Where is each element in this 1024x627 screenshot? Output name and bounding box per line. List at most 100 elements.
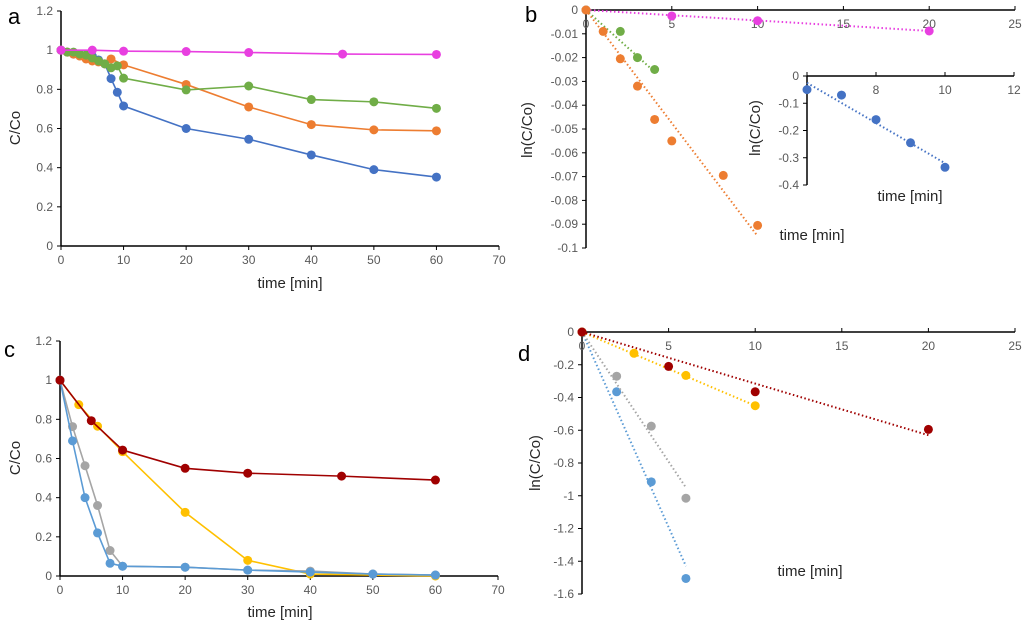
y-tick-label: -0.3 [778, 151, 799, 165]
series-3 [56, 45, 441, 59]
data-point [244, 48, 254, 58]
data-point [306, 150, 316, 160]
x-tick-label: 10 [938, 83, 952, 97]
y-axis-title: C/Co [7, 111, 24, 145]
y-tick-label: -0.6 [553, 423, 574, 437]
panel-label: a [8, 4, 21, 29]
x-tick-label: 10 [116, 583, 130, 597]
x-tick-label: 20 [178, 583, 192, 597]
y-tick-label: -0.08 [551, 193, 579, 207]
data-point [612, 387, 622, 397]
y-tick-label: 0.2 [36, 200, 53, 214]
trendline [585, 9, 930, 32]
data-point [80, 493, 90, 503]
y-tick-label: -0.06 [551, 146, 579, 160]
data-point [650, 114, 660, 124]
x-tick-label: 15 [835, 339, 849, 353]
x-tick-label: 70 [491, 583, 505, 597]
data-point [369, 97, 379, 107]
data-point [581, 5, 591, 15]
trendline [585, 9, 656, 73]
x-tick-label: 0 [57, 583, 64, 597]
y-tick-label: -0.02 [551, 51, 579, 65]
y-tick-label: 0 [571, 3, 578, 17]
data-point [802, 85, 812, 95]
data-point [667, 136, 677, 146]
data-point [632, 81, 642, 91]
data-point [431, 49, 441, 59]
data-point [924, 26, 934, 36]
y-tick-label: 0 [567, 325, 574, 339]
data-point [68, 436, 78, 446]
y-tick-label: -0.04 [551, 98, 579, 112]
data-point [80, 461, 90, 471]
data-point [244, 102, 254, 112]
series-2 [56, 45, 441, 113]
data-point [112, 87, 122, 97]
y-tick-label: -0.8 [553, 456, 574, 470]
data-point [181, 124, 191, 133]
data-point [430, 475, 440, 485]
data-point [681, 573, 691, 583]
y-tick-label: 0.8 [35, 412, 52, 426]
data-point [306, 120, 316, 130]
data-point [646, 477, 656, 487]
data-point [906, 138, 915, 148]
data-point [180, 463, 190, 473]
x-tick-label: 70 [492, 253, 506, 267]
chart-panel-a: 0 10 20 30 40 50 60 70 0 0.2 0.4 0.6 0.8 1 1.2 time [mi… [7, 4, 506, 292]
y-tick-label: 0.6 [35, 452, 52, 466]
data-point [118, 445, 128, 455]
data-point [118, 561, 128, 571]
x-tick-label: 10 [117, 253, 131, 267]
data-point [369, 165, 379, 175]
data-point [667, 11, 677, 21]
data-point [338, 49, 348, 59]
data-point [244, 134, 254, 144]
data-point [305, 567, 315, 577]
x-tick-label: 8 [873, 83, 880, 97]
y-axis-title: ln(C/Co) [747, 100, 764, 156]
data-point [368, 569, 378, 579]
data-point [750, 387, 760, 397]
x-tick-label: 30 [241, 583, 255, 597]
series-1 [581, 5, 660, 74]
x-tick-label: 25 [1008, 17, 1022, 31]
x-axis-title: time [min] [257, 275, 322, 292]
chart-panel-c: 0 10 20 30 40 50 60 70 0 0.2 0.4 0.6 0.8 1 1.2 time [mi… [4, 334, 505, 621]
data-point [750, 401, 760, 411]
y-axis-title: C/Co [7, 441, 24, 475]
data-point [244, 81, 254, 91]
data-point [681, 370, 691, 380]
x-tick-label: 15 [837, 17, 851, 31]
series-0 [802, 81, 950, 172]
series-0 [577, 327, 691, 583]
data-point [181, 85, 191, 95]
data-point [105, 558, 115, 568]
trendline [806, 81, 946, 165]
data-point [650, 65, 660, 74]
series-3 [577, 327, 933, 437]
data-point [105, 546, 115, 556]
data-point [598, 26, 608, 36]
x-axis-title: time [min] [247, 604, 312, 621]
x-tick-label: 30 [242, 253, 256, 267]
x-tick-label: 0 [58, 253, 65, 267]
y-tick-label: 0 [792, 69, 799, 83]
data-point [940, 162, 950, 172]
y-tick-label: -0.2 [553, 358, 574, 372]
data-point [243, 565, 253, 575]
x-tick-label: 0 [579, 339, 586, 353]
data-point [243, 468, 253, 478]
panel-label: d [518, 341, 530, 366]
data-point [243, 555, 253, 565]
x-axis-title: time [min] [877, 188, 942, 205]
y-tick-label: -0.01 [551, 27, 579, 41]
data-point [718, 170, 728, 180]
data-point [646, 421, 656, 431]
data-point [181, 47, 191, 57]
y-tick-label: -1 [563, 489, 574, 503]
data-point [923, 424, 933, 434]
